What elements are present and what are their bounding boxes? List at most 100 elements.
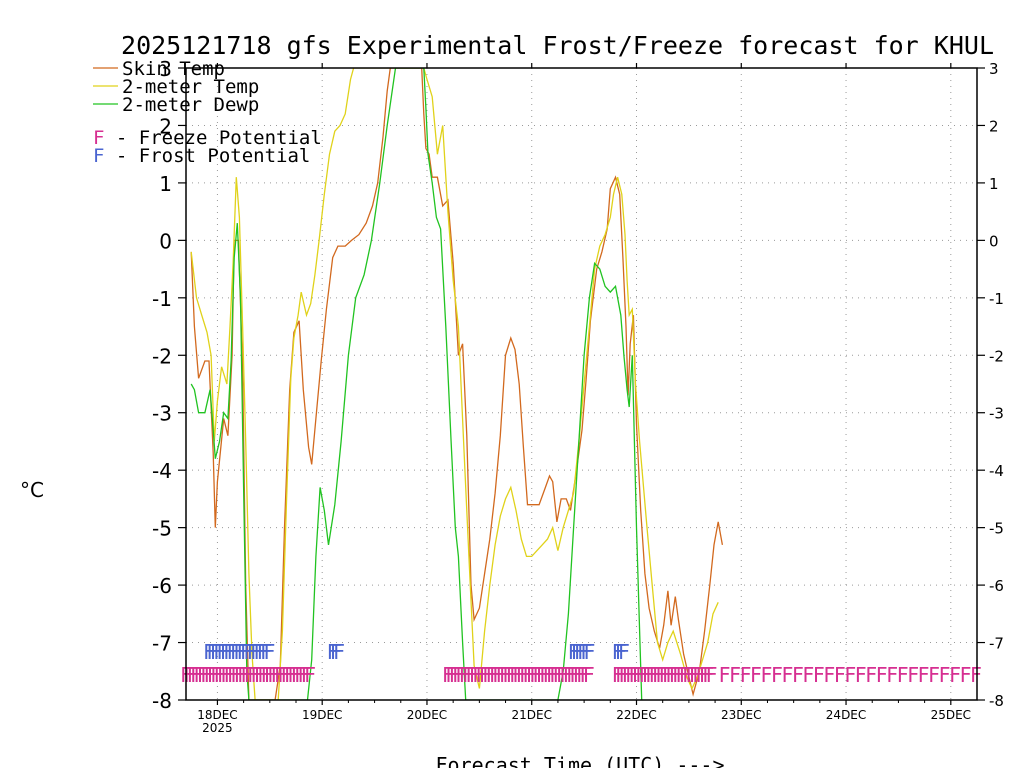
freeze-marker: F — [702, 663, 714, 687]
freeze-marker: F — [865, 663, 877, 687]
freeze-marker: F — [632, 663, 644, 687]
axes: -8 -8 -7 -7 -6 -6 -5 -5 -4 -4 -3 -3 -2 -2 -1 -1 0 0 1 1 2 2 3 3… — [152, 57, 1004, 735]
freeze-marker: F — [529, 663, 541, 687]
plot-frame — [185, 67, 978, 701]
y-tick-label-right: -5 — [989, 520, 1004, 538]
freeze-marker: F — [579, 663, 591, 687]
freeze-marker: F — [492, 663, 504, 687]
freeze-marker: F — [659, 663, 671, 687]
freeze-marker: F — [583, 663, 595, 687]
y-tick-label-right: -2 — [989, 347, 1004, 365]
legend-potential-letter: F — [93, 127, 104, 149]
freeze-marker: F — [247, 663, 259, 687]
freeze-marker: F — [267, 663, 279, 687]
freeze-marker: F — [210, 663, 222, 687]
freeze-marker: F — [291, 663, 303, 687]
frost-marker: F — [237, 640, 249, 664]
freeze-marker: F — [284, 663, 296, 687]
frost-marker: F — [210, 640, 222, 664]
freeze-marker: F — [475, 663, 487, 687]
series-line-2-meter-temp — [190, 68, 719, 700]
freeze-marker: F — [689, 663, 701, 687]
freeze-marker: F — [522, 663, 534, 687]
frost-marker: F — [615, 640, 627, 664]
freeze-marker: F — [556, 663, 568, 687]
freeze-marker: F — [695, 663, 707, 687]
frost-marker: F — [612, 640, 624, 664]
freeze-marker: F — [193, 663, 205, 687]
freeze-marker: F — [230, 663, 242, 687]
freeze-marker: F — [472, 663, 484, 687]
freeze-marker: F — [297, 663, 309, 687]
freeze-marker: F — [907, 663, 919, 687]
freeze-marker: F — [844, 663, 856, 687]
y-tick-label-right: -4 — [989, 462, 1004, 480]
freeze-marker: F — [928, 663, 940, 687]
frost-marker: F — [213, 640, 225, 664]
freeze-marker: F — [573, 663, 585, 687]
freeze-marker: F — [682, 663, 694, 687]
freeze-marker: F — [959, 663, 971, 687]
x-tick-label: 19DEC — [302, 708, 342, 722]
legend-label: 2-meter Temp — [122, 76, 259, 98]
frost-marker: F — [206, 640, 218, 664]
freeze-marker: F — [270, 663, 282, 687]
freeze-marker: F — [240, 663, 252, 687]
freeze-marker: F — [938, 663, 950, 687]
freeze-marker: F — [834, 663, 846, 687]
frost-marker: F — [226, 640, 238, 664]
y-tick-label-left: 0 — [159, 229, 172, 253]
freeze-marker: F — [750, 663, 762, 687]
series-line-skin-temp — [190, 68, 724, 700]
freeze-marker: F — [855, 663, 867, 687]
freeze-marker: F — [679, 663, 691, 687]
freeze-marker: F — [197, 663, 209, 687]
freeze-marker: F — [203, 663, 215, 687]
x-tick-label: 18DEC — [197, 708, 237, 722]
freeze-marker: F — [553, 663, 565, 687]
frost-marker: F — [583, 640, 595, 664]
frost-marker: F — [240, 640, 252, 664]
y-tick-label-left: -5 — [152, 517, 172, 541]
freeze-marker: F — [638, 663, 650, 687]
freeze-marker: F — [260, 663, 272, 687]
y-tick-label-left: -8 — [152, 689, 172, 713]
x-tick-label: 22DEC — [616, 708, 656, 722]
freeze-marker: F — [622, 663, 634, 687]
y-tick-label-left: -2 — [152, 344, 172, 368]
freeze-marker: F — [886, 663, 898, 687]
freeze-marker: F — [729, 663, 741, 687]
y-tick-label-left: 1 — [159, 172, 172, 196]
freeze-marker: F — [672, 663, 684, 687]
freeze-marker: F — [237, 663, 249, 687]
x-tick-sublabel: 2025 — [202, 721, 233, 735]
freeze-marker: F — [662, 663, 674, 687]
series-layer — [190, 68, 724, 700]
x-tick-label: 21DEC — [511, 708, 551, 722]
freeze-marker: F — [625, 663, 637, 687]
frost-marker: F — [253, 640, 265, 664]
freeze-marker: F — [187, 663, 199, 687]
freeze-marker: F — [485, 663, 497, 687]
freeze-marker: F — [502, 663, 514, 687]
y-tick-label-right: 2 — [989, 117, 999, 135]
freeze-marker: F — [542, 663, 554, 687]
freeze-marker: F — [970, 663, 982, 687]
freeze-marker: F — [559, 663, 571, 687]
freeze-marker: F — [718, 663, 730, 687]
freeze-marker: F — [217, 663, 229, 687]
freeze-marker: F — [489, 663, 501, 687]
frost-marker: F — [243, 640, 255, 664]
freeze-marker: F — [692, 663, 704, 687]
freeze-marker: F — [563, 663, 575, 687]
freeze-marker: F — [304, 663, 316, 687]
legend-potential: F - Freeze Potential — [93, 127, 322, 149]
freeze-marker: F — [699, 663, 711, 687]
frost-marker: F — [618, 640, 630, 664]
freeze-marker: F — [813, 663, 825, 687]
frost-marker: F — [223, 640, 235, 664]
frost-marker: F — [568, 640, 580, 664]
freeze-marker: F — [949, 663, 961, 687]
freeze-marker: F — [264, 663, 276, 687]
